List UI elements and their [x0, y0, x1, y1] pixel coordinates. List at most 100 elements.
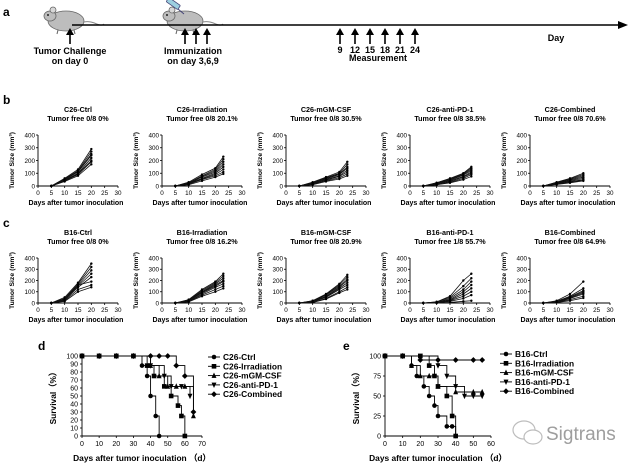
- x-tick-label: 10: [553, 307, 561, 314]
- y-axis-label: Tumor Size (mm³): [381, 252, 388, 309]
- plot-title: B16-Combined: [545, 228, 596, 237]
- marker-circle: [148, 393, 153, 399]
- marker-square: [175, 403, 181, 408]
- data-point: [422, 184, 425, 188]
- x-tick-label: 20: [460, 190, 468, 197]
- x-tick-label: 0: [80, 441, 84, 448]
- marker-diamond: [181, 373, 188, 379]
- marker-diamond: [130, 353, 137, 359]
- x-tick-label: 50: [469, 441, 477, 448]
- plot-subtitle: Tumor free 0/8 0%: [47, 237, 109, 246]
- marker-square: [426, 363, 432, 368]
- y-axis-label-text: Tumor Size: [257, 153, 264, 189]
- y-tick-label: 300: [148, 267, 159, 274]
- y-tick-label: 300: [516, 267, 527, 274]
- y-axis-label: Survival（%）: [48, 368, 58, 425]
- data-point: [50, 301, 53, 305]
- data-point: [63, 300, 66, 303]
- y-axis-unit: (mm³): [133, 132, 140, 151]
- marker-triangle-down: [187, 393, 193, 400]
- x-tick-label: 5: [50, 307, 54, 314]
- series-line: [51, 286, 92, 304]
- x-tick-label: 0: [36, 190, 40, 197]
- data-point: [346, 174, 349, 177]
- data-point: [470, 287, 473, 290]
- marker-triangle-down: [453, 384, 459, 390]
- data-point: [346, 273, 349, 277]
- x-tick-label: 20: [416, 441, 424, 448]
- legend-label: C26-Ctrl: [223, 352, 256, 362]
- marker-diamond: [113, 353, 120, 359]
- measurement-day-label: 18: [380, 45, 390, 55]
- y-tick-label: 0: [377, 434, 381, 441]
- plot-subtitle: Tumor free 0/8 30.5%: [290, 114, 362, 123]
- marker-triangle-down: [479, 393, 485, 400]
- data-point: [346, 168, 349, 172]
- measurement-day-label: 12: [350, 45, 360, 55]
- marker-diamond: [211, 391, 217, 398]
- plot-subtitle: Tumor free 0/8 0%: [47, 114, 109, 123]
- data-point: [462, 300, 465, 303]
- x-tick-label: 0: [528, 190, 532, 197]
- data-point: [222, 160, 225, 163]
- x-tick-label: 20: [336, 190, 344, 197]
- x-tick-label: 30: [238, 190, 246, 197]
- y-axis-label-text: Tumor Size: [501, 273, 508, 309]
- y-tick-label: 0: [155, 300, 159, 307]
- x-tick-label: 5: [298, 307, 302, 314]
- data-point: [555, 301, 558, 304]
- panel-letter-e: e: [343, 339, 350, 353]
- y-axis-label: Tumor Size (mm³): [501, 252, 508, 309]
- y-tick-label: 40: [70, 402, 78, 409]
- data-point: [346, 166, 349, 170]
- x-tick-label: 10: [309, 307, 317, 314]
- plot-title: B16-Irradiation: [177, 228, 228, 237]
- y-tick-label: 200: [24, 278, 35, 285]
- data-point: [90, 265, 93, 269]
- data-point: [346, 288, 349, 291]
- watermark: Sigtrans: [512, 420, 616, 445]
- marker-triangle-down: [148, 363, 154, 369]
- marker-triangle-up: [426, 372, 432, 379]
- data-point: [90, 163, 93, 166]
- x-tick-label: 15: [446, 190, 454, 197]
- x-tick-label: 0: [383, 441, 387, 448]
- y-axis-label: Tumor Size (mm³): [133, 252, 140, 309]
- data-point: [222, 280, 225, 283]
- x-tick-label: 30: [362, 190, 370, 197]
- data-point: [582, 280, 585, 283]
- data-point: [222, 170, 225, 174]
- y-tick-label: 300: [24, 145, 35, 152]
- marker-circle: [153, 413, 159, 419]
- x-tick-label: 20: [212, 190, 220, 197]
- survival-curve: [82, 355, 191, 396]
- y-axis-unit: (mm³): [9, 252, 16, 271]
- x-tick-label: 30: [606, 307, 614, 314]
- x-tick-label: 0: [284, 307, 288, 314]
- marker-diamond: [399, 353, 406, 359]
- plot-title: C26-Ctrl: [64, 105, 92, 114]
- y-tick-label: 300: [396, 267, 407, 274]
- y-axis-label-text: Tumor Size: [381, 273, 388, 309]
- y-tick-label: 80: [70, 370, 78, 377]
- panel-a-timeline: a Tum: [3, 0, 628, 66]
- marker-triangle-up: [211, 372, 217, 378]
- marker-square: [449, 413, 455, 419]
- x-tick-label: 10: [95, 441, 103, 448]
- panel-letter-a: a: [3, 5, 10, 19]
- data-point: [76, 174, 80, 177]
- marker-diamond: [417, 357, 424, 363]
- immunization-label: on day 3,6,9: [167, 56, 219, 66]
- measurement-day-label: 24: [410, 45, 420, 55]
- y-tick-label: 400: [24, 132, 35, 139]
- plot-title: B16-Ctrl: [64, 228, 92, 237]
- x-tick-label: 25: [593, 307, 601, 314]
- data-point: [435, 183, 438, 186]
- plot-title: B16-mGM-CSF: [301, 228, 352, 237]
- marker-circle: [421, 384, 427, 389]
- y-axis-label-text: Tumor Size: [501, 153, 508, 189]
